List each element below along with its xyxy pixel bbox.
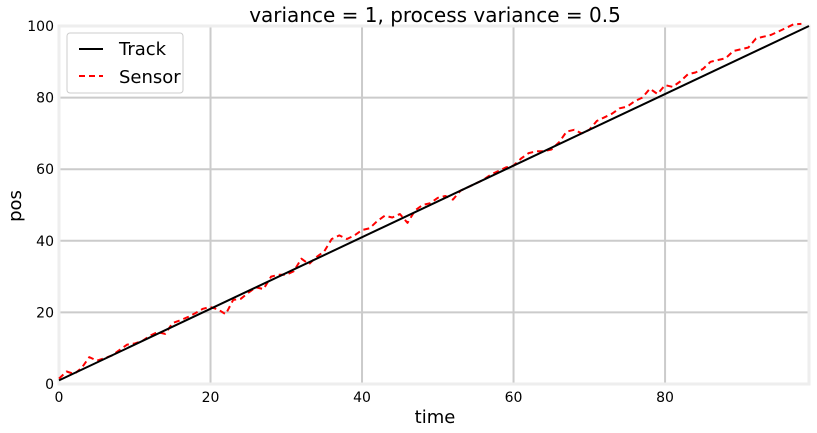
series-line-sensor	[58, 22, 802, 380]
series-layer	[58, 22, 810, 382]
x-tick-label: 60	[505, 390, 523, 406]
x-tick-label: 40	[353, 390, 371, 406]
plot-frame	[57, 24, 811, 386]
y-tick-label: 40	[36, 234, 54, 250]
y-tick-label: 60	[36, 162, 54, 178]
legend-label-sensor: Sensor	[119, 67, 181, 88]
y-axis-title: pos	[5, 190, 26, 222]
chart-title: variance = 1, process variance = 0.5	[249, 3, 621, 27]
tick-labels: 0 20 40 60 80 0 20 40 60 80 100	[27, 19, 674, 406]
x-tick-label: 20	[202, 390, 220, 406]
y-tick-label: 80	[36, 91, 54, 107]
y-tick-label: 100	[27, 19, 54, 35]
y-tick-label: 0	[45, 377, 54, 393]
x-tick-label: 0	[55, 390, 64, 406]
plot-border	[57, 24, 811, 386]
x-tick-label: 80	[656, 390, 674, 406]
y-tick-label: 20	[36, 305, 54, 321]
legend-label-track: Track	[118, 39, 167, 60]
x-axis-title: time	[415, 407, 456, 428]
legend: Track Sensor	[66, 32, 184, 94]
series-line-track	[58, 25, 810, 382]
